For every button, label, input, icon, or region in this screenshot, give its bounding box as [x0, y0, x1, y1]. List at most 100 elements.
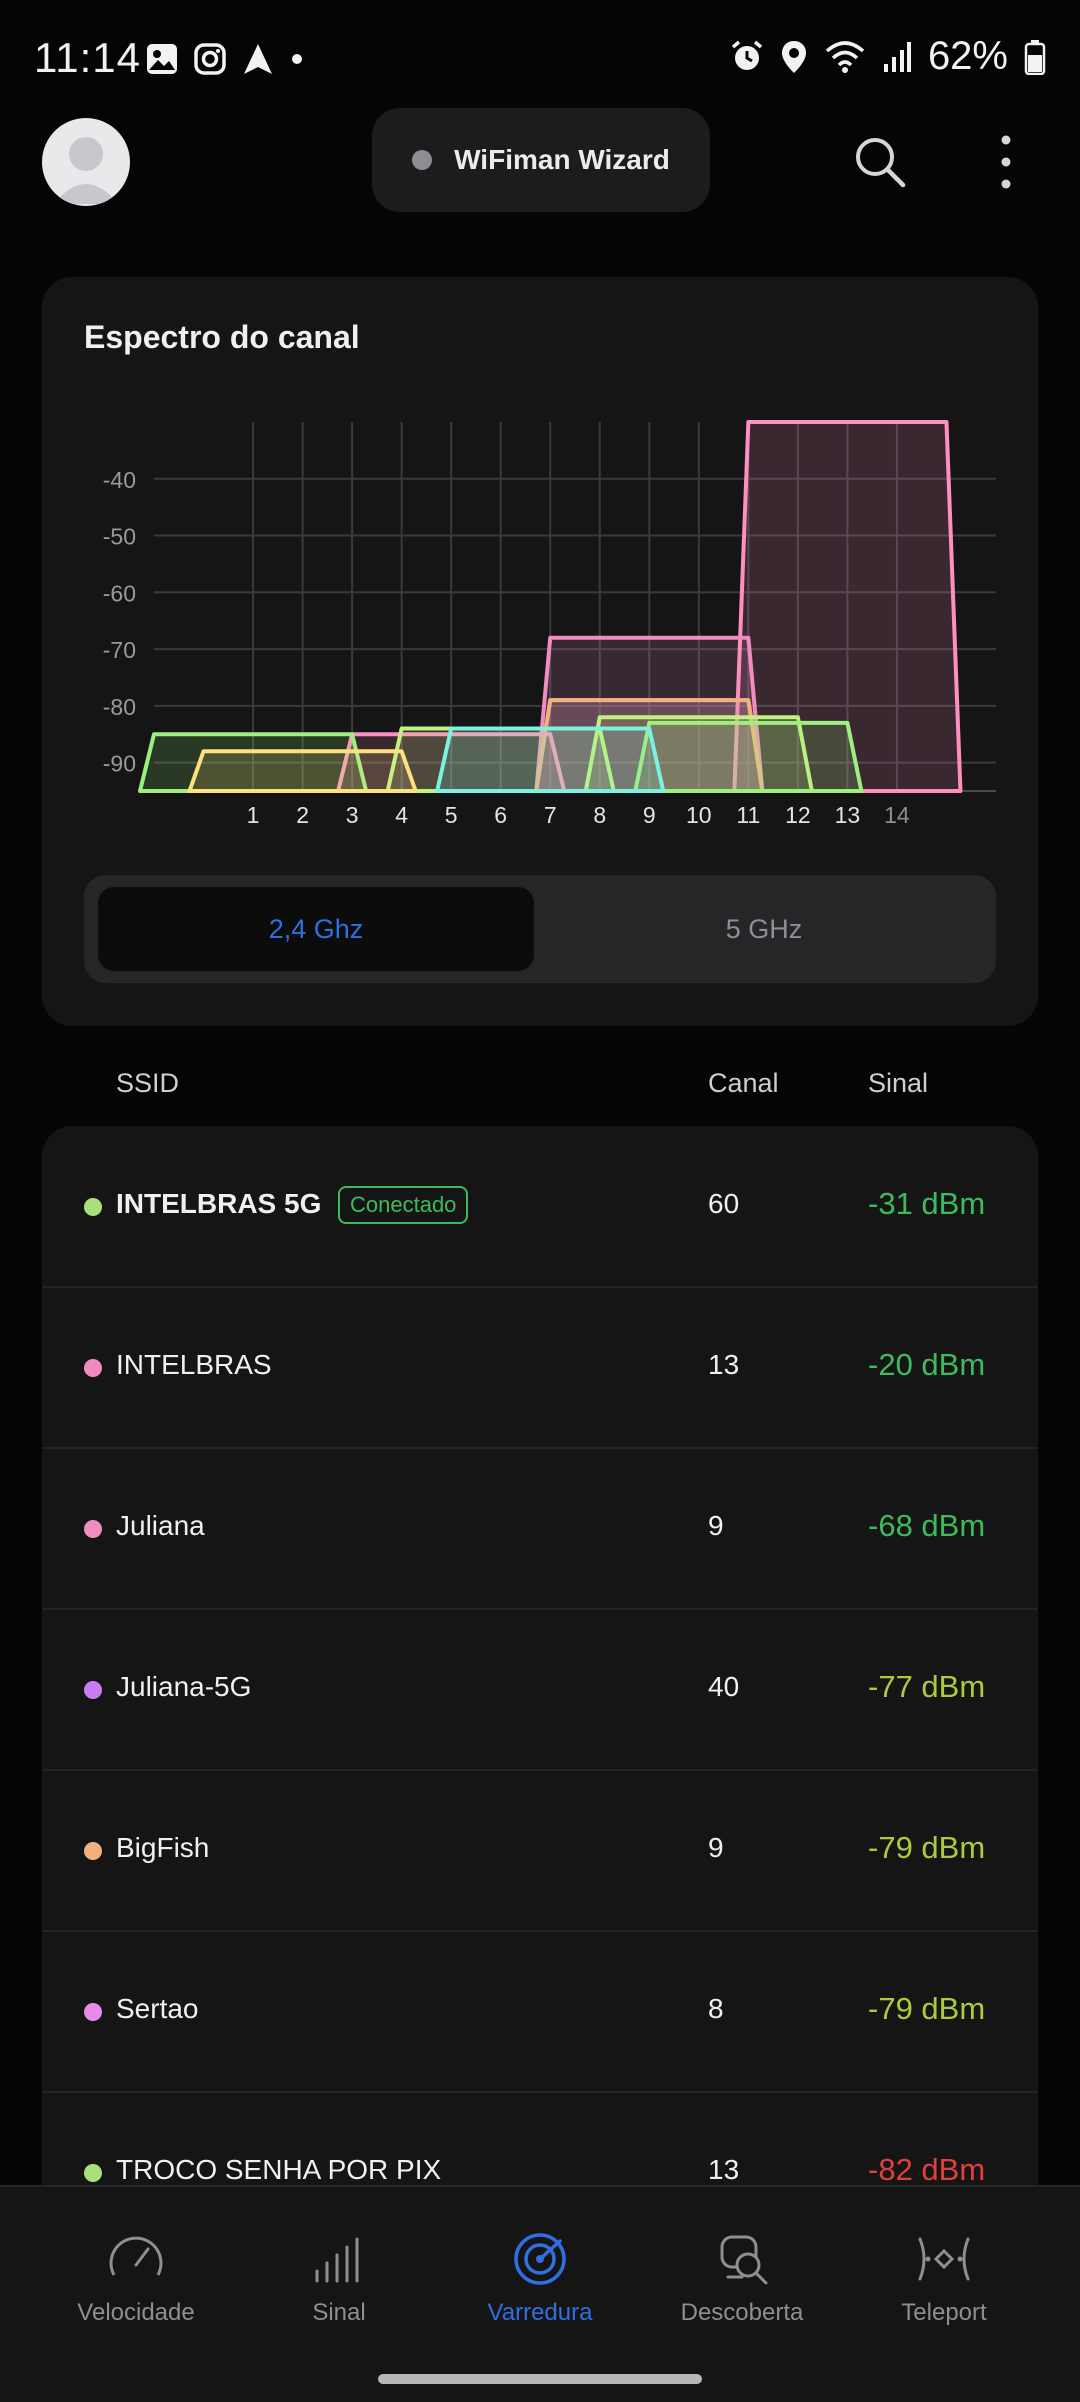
- y-tick-label: -90: [103, 751, 136, 777]
- network-ssid: Juliana-5G: [116, 1671, 252, 1702]
- radar-icon: [514, 2233, 566, 2285]
- y-tick-label: -80: [103, 694, 136, 720]
- spectrum-card: Espectro do canal -40 -50 -60 -70 -80 -90 1 2 3 4…: [42, 277, 1038, 1026]
- user-icon: [54, 137, 118, 204]
- network-ssid: Juliana: [116, 1510, 205, 1541]
- network-ssid: INTELBRAS 5G: [116, 1188, 322, 1219]
- instagram-icon: [194, 43, 226, 75]
- network-color-dot: [84, 2003, 102, 2021]
- nav-label: Varredura: [487, 2299, 593, 2326]
- network-row[interactable]: TROCO SENHA POR PIX 13 -82 dBm: [42, 2092, 1038, 2226]
- spectrum-series-shape: [435, 726, 666, 793]
- navigation-icon: [244, 44, 272, 74]
- battery-icon: [1024, 39, 1046, 75]
- alarm-icon: [731, 40, 763, 70]
- nav-teleport[interactable]: Teleport: [836, 2187, 1052, 2357]
- network-row[interactable]: Juliana 9 -68 dBm: [42, 1448, 1038, 1610]
- nav-sinal[interactable]: Sinal: [231, 2187, 447, 2357]
- ssid-column-header[interactable]: SSID: [116, 1068, 180, 1098]
- signal-column-header[interactable]: Sinal: [868, 1068, 929, 1098]
- x-tick-label: 8: [593, 802, 606, 828]
- network-signal: -20 dBm: [868, 1347, 986, 1382]
- spectrum-title: Espectro do canal: [84, 319, 360, 355]
- band-5ghz-tab[interactable]: 5 GHz: [725, 913, 803, 944]
- network-color-dot: [84, 1681, 102, 1699]
- search-icon[interactable]: [852, 134, 908, 190]
- nav-varredura[interactable]: Varredura: [432, 2187, 648, 2357]
- network-channel: 9: [708, 1510, 724, 1541]
- x-tick-label: 12: [785, 802, 811, 828]
- cell-signal-icon: [883, 41, 911, 72]
- y-tick-label: -60: [103, 580, 136, 606]
- nav-label: Sinal: [312, 2299, 366, 2326]
- x-tick-label: 6: [494, 802, 507, 828]
- network-channel: 9: [708, 1832, 724, 1863]
- x-tick-label: 1: [247, 802, 260, 828]
- x-tick-label: 14: [884, 802, 910, 828]
- network-ssid: INTELBRAS: [116, 1349, 272, 1380]
- avatar[interactable]: [42, 118, 130, 206]
- status-bar: 11:14 62%: [0, 0, 1080, 120]
- wizard-label: WiFiman Wizard: [454, 144, 670, 175]
- network-row[interactable]: INTELBRAS 5G Conectado 60 -31 dBm: [42, 1126, 1038, 1288]
- battery-percent: 62%: [927, 34, 1008, 78]
- x-tick-label: 2: [296, 802, 309, 828]
- teleport-icon: [918, 2237, 970, 2281]
- band-toggle: 2,4 Ghz 5 GHz: [84, 875, 996, 983]
- status-right: 62%: [730, 34, 1046, 79]
- signal-bars-icon: [315, 2237, 359, 2283]
- speedometer-icon: [109, 2236, 163, 2276]
- network-signal: -82 dBm: [868, 2152, 986, 2187]
- network-channel: 13: [708, 2154, 740, 2185]
- gallery-icon: [147, 44, 177, 74]
- network-row[interactable]: Juliana-5G 40 -77 dBm: [42, 1609, 1038, 1771]
- network-channel: 8: [708, 1993, 724, 2024]
- wifi-icon: [825, 40, 865, 73]
- band-2-4ghz-tab[interactable]: 2,4 Ghz: [98, 887, 534, 971]
- nav-label: Teleport: [901, 2299, 987, 2326]
- network-ssid: TROCO SENHA POR PIX: [116, 2154, 442, 2185]
- discovery-icon: [720, 2235, 768, 2285]
- channel-column-header[interactable]: Canal: [708, 1068, 779, 1098]
- wizard-button[interactable]: WiFiman Wizard: [372, 108, 710, 212]
- network-ssid: BigFish: [116, 1832, 210, 1863]
- bottom-navigation: Velocidade Sinal Varredura Descoberta Te…: [0, 2185, 1080, 2402]
- x-tick-label: 7: [544, 802, 557, 828]
- network-color-dot: [84, 1198, 102, 1216]
- channel-spectrum-chart: -40-50-60-70-80-901 2 3 4 5 6 7 8 9 10 11 12 13 14: [103, 420, 996, 828]
- nav-label: Descoberta: [680, 2299, 804, 2326]
- network-color-dot: [84, 1842, 102, 1860]
- network-channel: 13: [708, 1349, 740, 1380]
- network-signal: -77 dBm: [868, 1669, 986, 1704]
- home-indicator: [378, 2374, 702, 2384]
- network-row[interactable]: Sertao 8 -79 dBm: [42, 1931, 1038, 2093]
- network-signal: -68 dBm: [868, 1508, 986, 1543]
- x-tick-label: 4: [395, 802, 408, 828]
- x-tick-label: 13: [835, 802, 861, 828]
- y-tick-label: -40: [103, 467, 136, 493]
- network-row[interactable]: BigFish 9 -79 dBm: [42, 1770, 1038, 1932]
- nav-velocidade[interactable]: Velocidade: [28, 2187, 244, 2357]
- x-tick-label: 11: [736, 802, 760, 828]
- network-signal: -31 dBm: [868, 1186, 986, 1221]
- x-tick-label: 3: [346, 802, 359, 828]
- network-color-dot: [84, 2164, 102, 2182]
- connected-badge: Conectado: [338, 1186, 469, 1224]
- dot-icon: [292, 54, 302, 64]
- status-left-icons: [145, 42, 305, 76]
- network-signal: -79 dBm: [868, 1991, 986, 2026]
- spectrum-series-shape: [633, 720, 864, 793]
- x-tick-label: 5: [445, 802, 458, 828]
- network-ssid: Sertao: [116, 1993, 199, 2024]
- network-channel: 40: [708, 1671, 740, 1702]
- network-row[interactable]: INTELBRAS 13 -20 dBm: [42, 1287, 1038, 1449]
- x-tick-label: 9: [643, 802, 656, 828]
- more-options-icon[interactable]: [990, 134, 1022, 190]
- x-tick-label: 10: [686, 802, 712, 828]
- network-color-dot: [84, 1359, 102, 1377]
- network-signal: -79 dBm: [868, 1830, 986, 1865]
- y-tick-label: -50: [103, 524, 136, 550]
- nav-label: Velocidade: [77, 2299, 195, 2326]
- spectrum-series-shape: [187, 749, 418, 793]
- nav-descoberta[interactable]: Descoberta: [634, 2187, 850, 2357]
